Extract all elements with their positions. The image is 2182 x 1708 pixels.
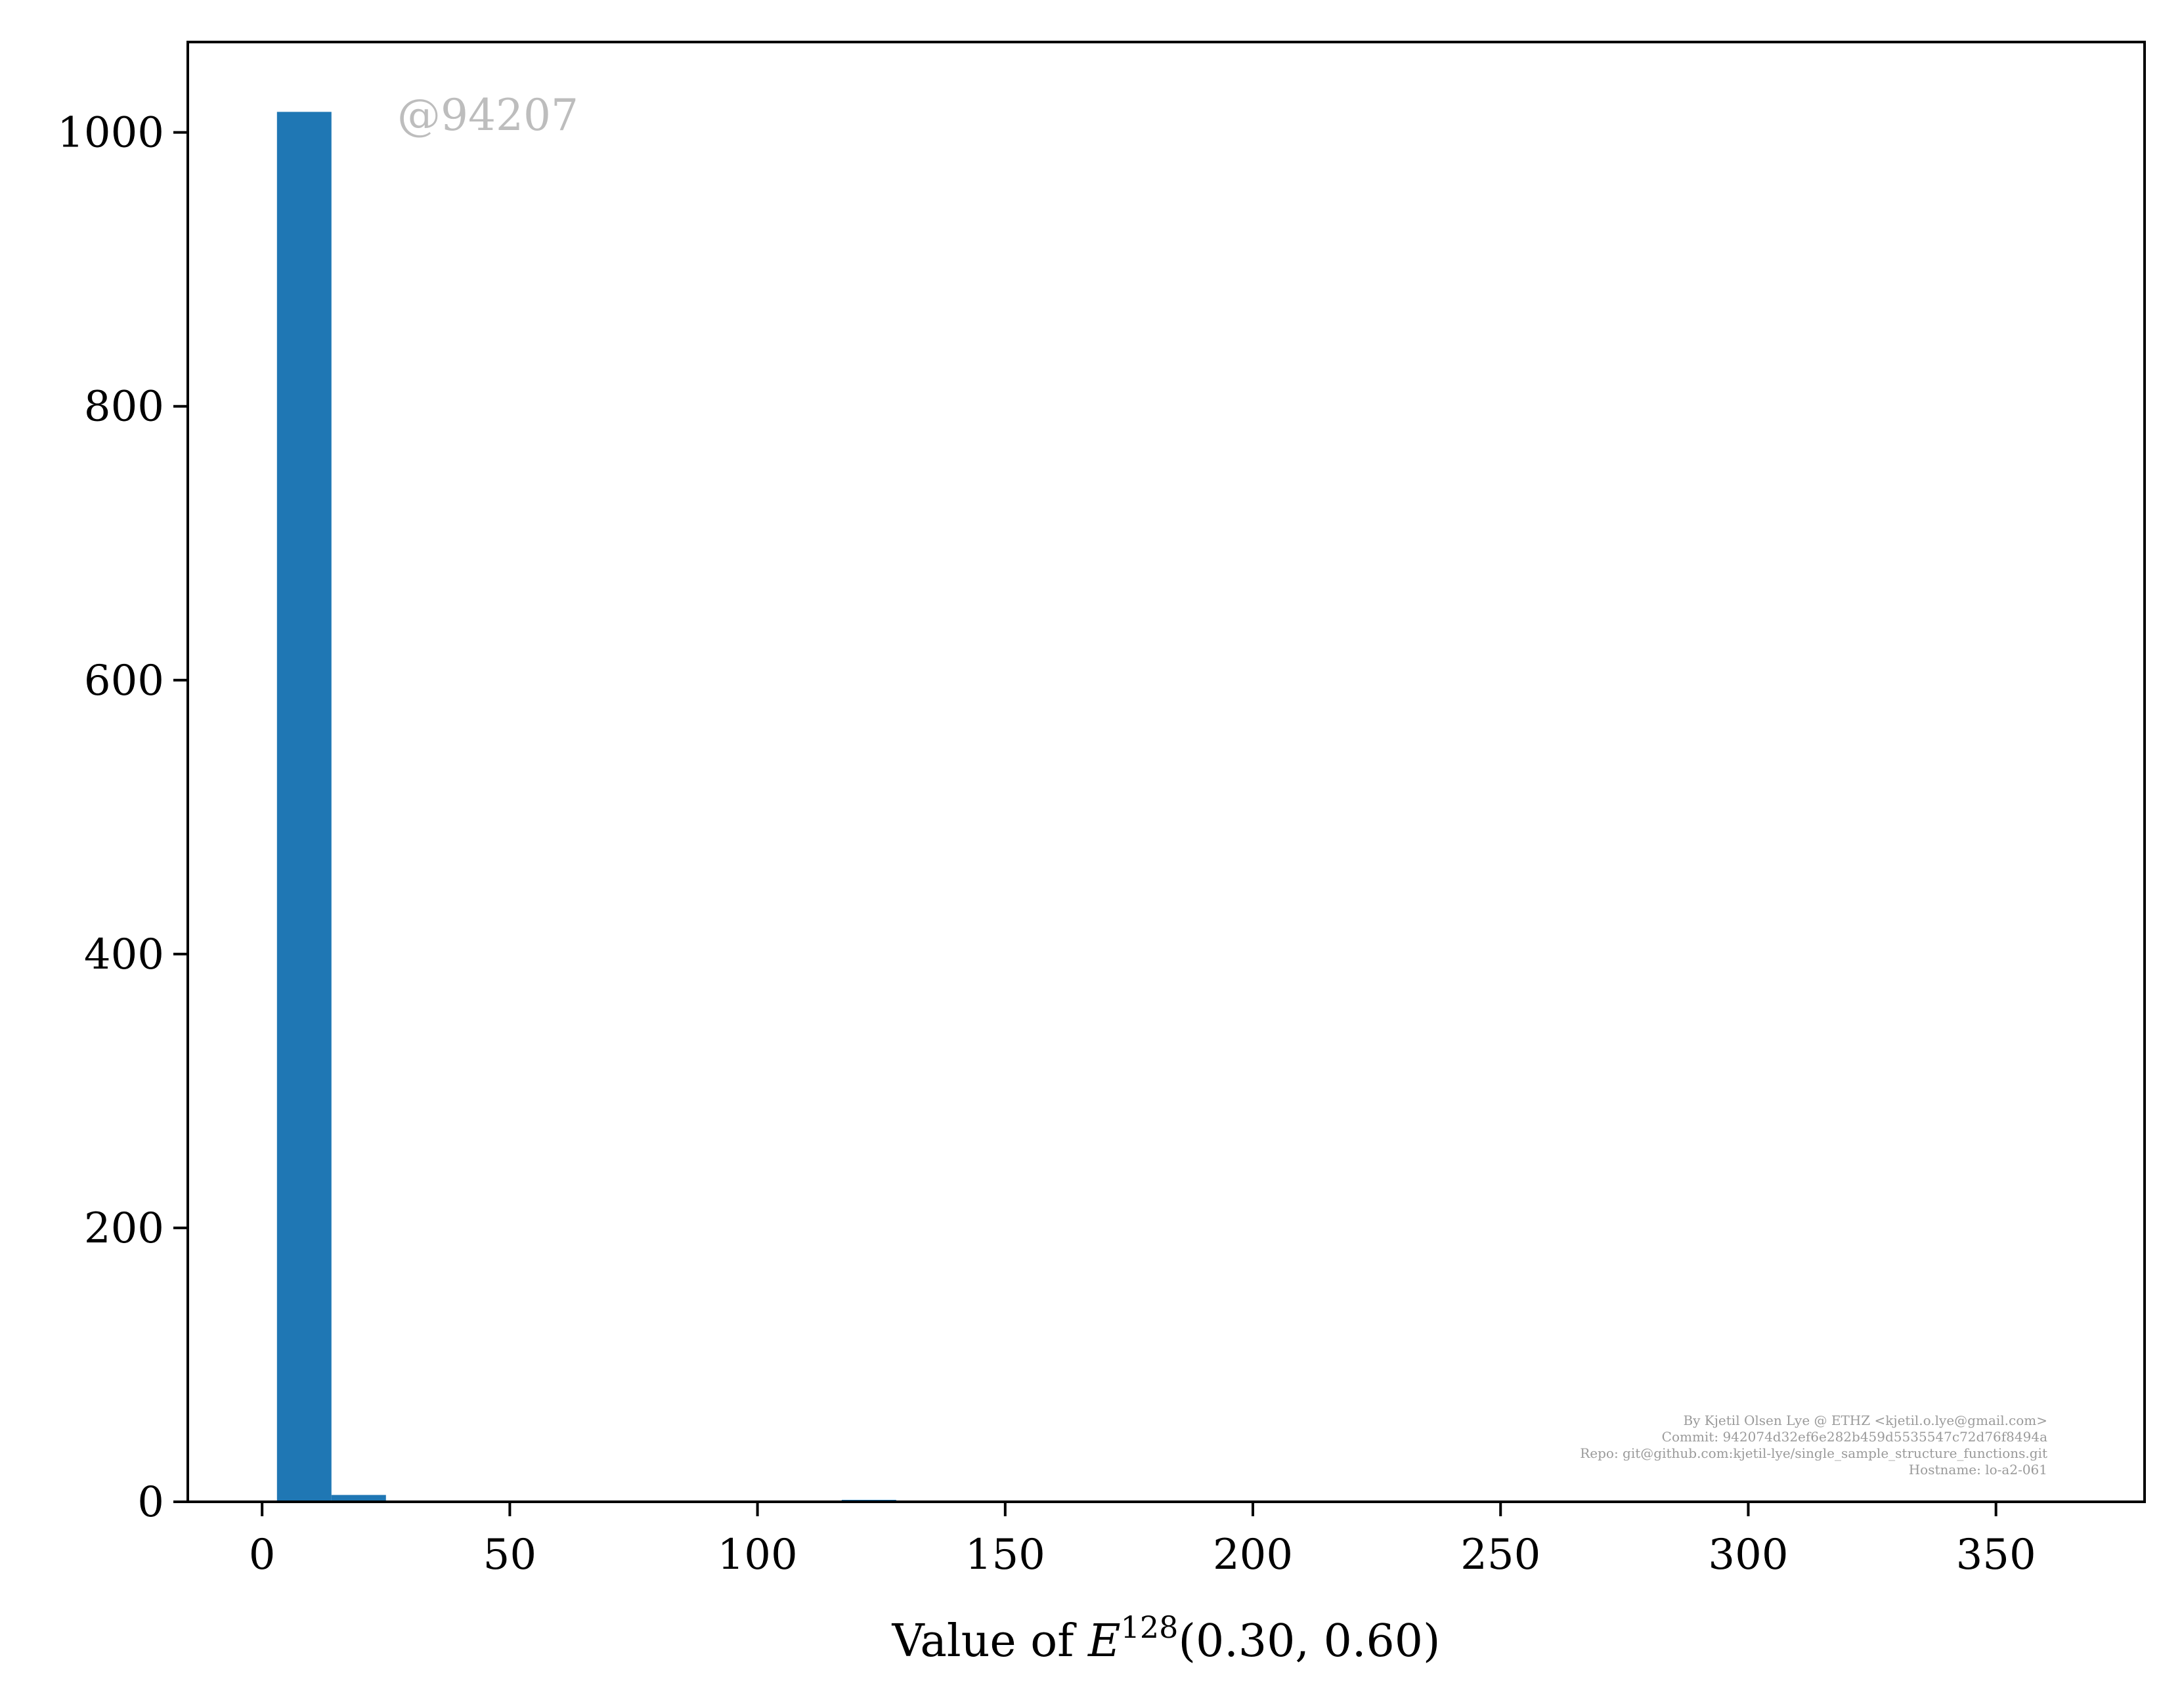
x-tick-label: 300 [1708,1531,1788,1579]
bars-group [276,112,896,1502]
x-tick-label: 350 [1956,1531,2036,1579]
y-axis: 0 200 400 600 800 1000 [57,109,188,1527]
x-axis-label: Value of E128(0.30, 0.60) [891,1609,1440,1667]
y-tick-label: 800 [84,383,164,431]
histogram-bar [276,112,332,1502]
credits-line-1: By Kjetil Olsen Lye @ ETHZ <kjetil.o.lye… [1683,1412,2047,1428]
x-tick-label: 100 [718,1531,798,1579]
y-tick-label: 600 [84,657,164,705]
x-tick-label: 150 [965,1531,1045,1579]
watermark: @94207 [397,90,578,141]
credits-block: By Kjetil Olsen Lye @ ETHZ <kjetil.o.lye… [1580,1412,2047,1478]
histogram-bar [331,1495,386,1502]
credits-line-4: Hostname: lo-a2-061 [1909,1462,2047,1478]
y-tick-label: 0 [137,1478,164,1527]
credits-line-3: Repo: git@github.com:kjetil-lye/single_s… [1580,1445,2047,1461]
x-tick-label: 50 [483,1531,536,1579]
x-tick-label: 200 [1213,1531,1293,1579]
y-tick-label: 1000 [57,109,164,158]
x-axis: 0 50 100 150 200 250 300 350 [249,1502,2036,1579]
plot-frame [186,41,2146,1503]
x-tick-label: 0 [249,1531,276,1579]
y-tick-label: 200 [84,1204,164,1253]
credits-line-2: Commit: 942074d32ef6e282b459d5535547c72d… [1662,1429,2047,1445]
y-tick-label: 400 [84,931,164,979]
x-tick-label: 250 [1460,1531,1540,1579]
